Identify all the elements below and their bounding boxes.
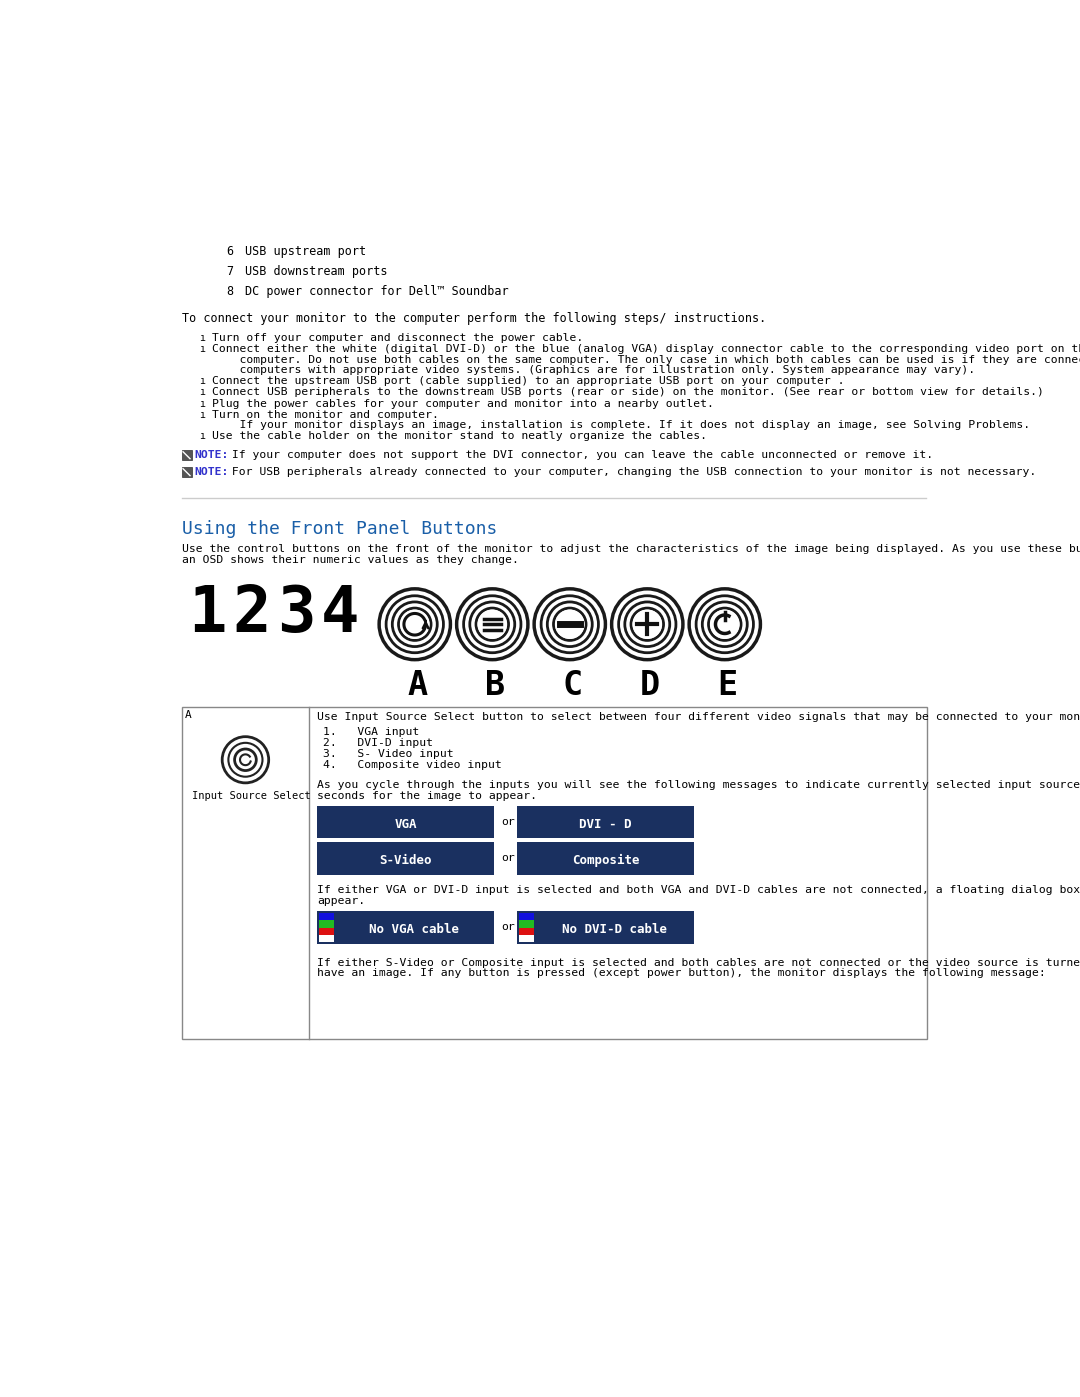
Bar bbox=[181, 467, 191, 478]
Text: or: or bbox=[501, 854, 515, 863]
Text: ı: ı bbox=[200, 376, 205, 387]
Text: ı: ı bbox=[200, 387, 205, 398]
Text: 3: 3 bbox=[276, 583, 315, 644]
Text: computers with appropriate video systems. (Graphics are for illustration only. S: computers with appropriate video systems… bbox=[213, 365, 975, 376]
Text: 2.   DVI-D input: 2. DVI-D input bbox=[323, 738, 433, 749]
Bar bbox=[517, 842, 693, 875]
Text: 1: 1 bbox=[188, 583, 226, 644]
Text: C: C bbox=[562, 669, 582, 701]
Text: NOTE:: NOTE: bbox=[194, 450, 228, 460]
Text: Connect either the white (digital DVI-D) or the blue (analog VGA) display connec: Connect either the white (digital DVI-D)… bbox=[213, 344, 1080, 355]
Text: DVI - D: DVI - D bbox=[579, 819, 632, 831]
Text: have an image. If any button is pressed (except power button), the monitor displ: have an image. If any button is pressed … bbox=[318, 968, 1045, 978]
Text: ı: ı bbox=[200, 398, 205, 409]
Bar bbox=[518, 928, 535, 935]
Text: B: B bbox=[485, 669, 504, 701]
Text: Composite: Composite bbox=[571, 854, 639, 868]
Text: Use the cable holder on the monitor stand to neatly organize the cables.: Use the cable holder on the monitor stan… bbox=[213, 432, 707, 441]
Text: VGA: VGA bbox=[394, 819, 417, 831]
Text: Use Input Source Select button to select between four different video signals th: Use Input Source Select button to select… bbox=[318, 712, 1080, 722]
Text: If your computer does not support the DVI connector, you can leave the cable unc: If your computer does not support the DV… bbox=[225, 450, 933, 460]
Text: If your monitor displays an image, installation is complete. If it does not disp: If your monitor displays an image, insta… bbox=[213, 420, 1030, 430]
Text: D: D bbox=[639, 669, 660, 701]
Text: A: A bbox=[407, 669, 428, 701]
Bar bbox=[318, 842, 494, 875]
Text: Use the control buttons on the front of the monitor to adjust the characteristic: Use the control buttons on the front of … bbox=[181, 545, 1080, 555]
Text: Turn off your computer and disconnect the power cable.: Turn off your computer and disconnect th… bbox=[213, 334, 584, 344]
Text: USB upstream port: USB upstream port bbox=[245, 244, 366, 257]
Text: Connect USB peripherals to the downstream USB ports (rear or side) on the monito: Connect USB peripherals to the downstrea… bbox=[213, 387, 1044, 398]
Bar bbox=[319, 914, 334, 921]
Bar bbox=[518, 935, 535, 942]
Circle shape bbox=[234, 749, 256, 771]
Text: seconds for the image to appear.: seconds for the image to appear. bbox=[318, 791, 537, 800]
Bar bbox=[518, 914, 535, 921]
Bar bbox=[181, 450, 191, 460]
Text: A: A bbox=[185, 711, 191, 721]
Text: Plug the power cables for your computer and monitor into a nearby outlet.: Plug the power cables for your computer … bbox=[213, 398, 714, 409]
Text: Connect the upstream USB port (cable supplied) to an appropriate USB port on you: Connect the upstream USB port (cable sup… bbox=[213, 376, 845, 387]
Text: DC power connector for Dell™ Soundbar: DC power connector for Dell™ Soundbar bbox=[245, 285, 509, 298]
Text: 3.   S- Video input: 3. S- Video input bbox=[323, 749, 454, 759]
Bar bbox=[319, 928, 334, 935]
Text: For USB peripherals already connected to your computer, changing the USB connect: For USB peripherals already connected to… bbox=[225, 467, 1036, 478]
Circle shape bbox=[555, 609, 584, 638]
Circle shape bbox=[710, 609, 740, 638]
Bar bbox=[319, 921, 334, 928]
Circle shape bbox=[477, 609, 507, 638]
Text: 2: 2 bbox=[232, 583, 270, 644]
Bar bbox=[319, 935, 334, 942]
Text: As you cycle through the inputs you will see the following messages to indicate : As you cycle through the inputs you will… bbox=[318, 780, 1080, 789]
Text: or: or bbox=[501, 922, 515, 932]
Bar bbox=[318, 911, 494, 944]
Text: Input Source Select: Input Source Select bbox=[192, 791, 311, 800]
Text: ı: ı bbox=[200, 344, 205, 355]
Text: 4.   Composite video input: 4. Composite video input bbox=[323, 760, 502, 770]
Text: NOTE:: NOTE: bbox=[194, 467, 228, 478]
Text: Using the Front Panel Buttons: Using the Front Panel Buttons bbox=[181, 520, 497, 538]
Bar bbox=[517, 806, 693, 838]
Text: 1.   VGA input: 1. VGA input bbox=[323, 728, 419, 738]
Text: ı: ı bbox=[200, 334, 205, 344]
Text: 8: 8 bbox=[227, 285, 233, 298]
Text: ı: ı bbox=[200, 432, 205, 441]
Text: 7: 7 bbox=[227, 264, 233, 278]
Text: Turn on the monitor and computer.: Turn on the monitor and computer. bbox=[213, 409, 440, 420]
Text: 4: 4 bbox=[321, 583, 360, 644]
Text: To connect your monitor to the computer perform the following steps/ instruction: To connect your monitor to the computer … bbox=[181, 313, 766, 326]
Text: an OSD shows their numeric values as they change.: an OSD shows their numeric values as the… bbox=[181, 555, 518, 564]
Text: computer. Do not use both cables on the same computer. The only case in which bo: computer. Do not use both cables on the … bbox=[213, 355, 1080, 365]
Text: or: or bbox=[501, 817, 515, 827]
Text: No DVI-D cable: No DVI-D cable bbox=[562, 923, 666, 936]
Text: ı: ı bbox=[200, 409, 205, 420]
Text: S-Video: S-Video bbox=[379, 854, 432, 868]
Circle shape bbox=[633, 609, 662, 638]
Text: If either S-Video or Composite input is selected and both cables are not connect: If either S-Video or Composite input is … bbox=[318, 958, 1080, 968]
Text: 6: 6 bbox=[227, 244, 233, 257]
Text: No VGA cable: No VGA cable bbox=[369, 923, 459, 936]
Bar bbox=[318, 806, 494, 838]
Bar bbox=[181, 707, 927, 1038]
Text: appear.: appear. bbox=[318, 895, 365, 907]
Bar bbox=[518, 921, 535, 928]
Text: USB downstream ports: USB downstream ports bbox=[245, 264, 388, 278]
Text: E: E bbox=[717, 669, 738, 701]
Bar bbox=[517, 911, 693, 944]
Circle shape bbox=[400, 609, 430, 638]
Text: If either VGA or DVI-D input is selected and both VGA and DVI-D cables are not c: If either VGA or DVI-D input is selected… bbox=[318, 886, 1080, 895]
